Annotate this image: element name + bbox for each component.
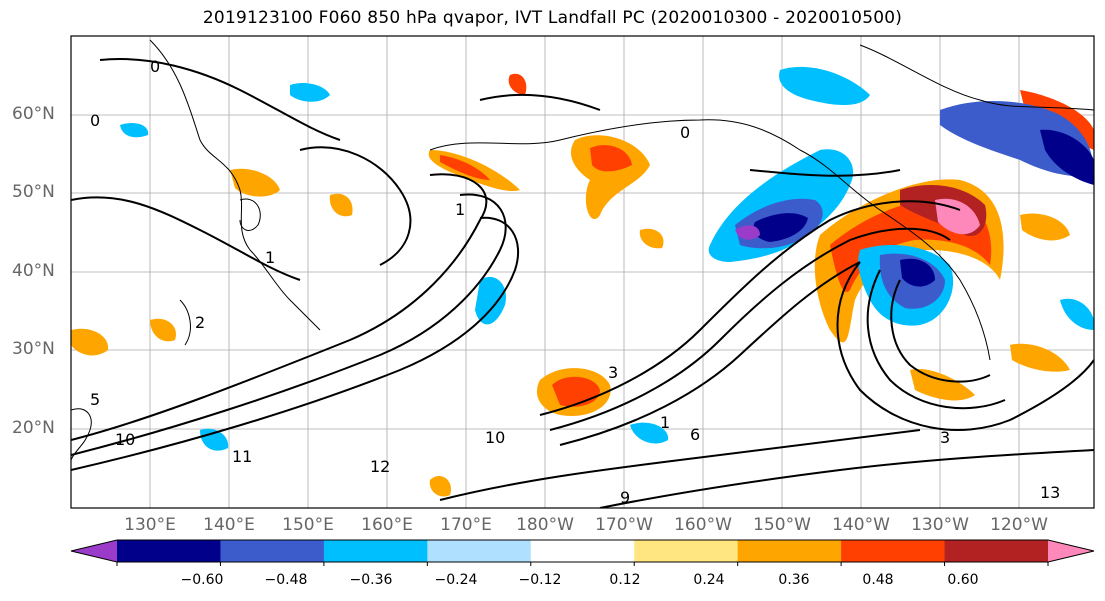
colorbar-tick-label: 0.48 [862, 572, 894, 588]
contour-label: 1 [455, 200, 465, 219]
lon-label: 180°W [516, 515, 574, 535]
contour-label: 0 [90, 111, 100, 130]
contour-label: 3 [940, 428, 950, 447]
colorbar-segment [530, 540, 635, 562]
colorbar-tick-label: −0.36 [349, 572, 393, 588]
contour-label: 12 [370, 457, 390, 476]
colorbar-segment [737, 540, 842, 562]
colorbar-tick-label: −0.60 [180, 572, 224, 588]
gridlines [71, 36, 1094, 508]
coastlines [71, 39, 1094, 461]
contour-label: 5 [90, 390, 100, 409]
colorbar-extend-low [71, 540, 117, 562]
plot-title: 2019123100 F060 850 hPa qvapor, IVT Land… [202, 8, 903, 28]
lon-label: 160°E [361, 515, 413, 535]
colorbar-tick-label: 0.36 [778, 572, 810, 588]
lat-label: 20°N [12, 418, 55, 438]
ivt-contours [71, 58, 1094, 508]
contour-label: 13 [1040, 483, 1060, 502]
shading-positive [71, 73, 1094, 497]
contour-label: 1 [660, 413, 670, 432]
lon-label: 140°W [832, 515, 890, 535]
contour-label: 3 [608, 363, 618, 382]
lon-label: 170°E [440, 515, 492, 535]
colorbar-segment [841, 540, 946, 562]
lon-label: 170°W [595, 515, 653, 535]
contour-label: 11 [232, 447, 252, 466]
colorbar-segment [220, 540, 325, 562]
colorbar-segment [634, 540, 739, 562]
colorbar-tick-label: −0.12 [518, 572, 562, 588]
lon-label: 150°W [753, 515, 811, 535]
shading-negative [120, 66, 1094, 451]
colorbar-tick-label: −0.48 [264, 572, 308, 588]
lon-label: 130°W [911, 515, 969, 535]
lon-label: 150°E [282, 515, 334, 535]
lon-label: 160°W [674, 515, 732, 535]
lon-label: 130°E [124, 515, 176, 535]
lon-label: 120°W [990, 515, 1048, 535]
contour-label: 0 [150, 57, 160, 76]
colorbar-tick-label: 0.12 [609, 572, 641, 588]
colorbar-extend-high [1048, 540, 1094, 562]
colorbar-segment [323, 540, 428, 562]
contour-label: 6 [690, 425, 700, 444]
colorbar-segment [427, 540, 532, 562]
contour-labels: 0 0 0 1 1 1 2 3 3 5 6 9 10 10 11 12 13 [90, 57, 1060, 507]
plot-frame [70, 35, 1095, 509]
contour-label: 9 [620, 488, 630, 507]
lat-label: 60°N [12, 104, 55, 124]
contour-label: 2 [195, 313, 205, 332]
colorbar-tick-label: −0.24 [434, 572, 478, 588]
contour-label: 10 [485, 428, 505, 447]
colorbar [70, 539, 1095, 566]
contour-label: 1 [265, 248, 275, 267]
colorbar-tick-label: 0.60 [947, 572, 979, 588]
colorbar-segment [944, 540, 1049, 562]
lat-label: 50°N [12, 182, 55, 202]
map-plot-area: 0 0 0 1 1 1 2 3 3 5 6 9 10 10 11 12 13 [71, 36, 1094, 508]
colorbar-segment [117, 540, 221, 562]
lon-label: 140°E [203, 515, 255, 535]
lat-label: 30°N [12, 339, 55, 359]
contour-label: 0 [680, 123, 690, 142]
lat-label: 40°N [12, 261, 55, 281]
contour-label: 10 [115, 430, 135, 449]
colorbar-tick-label: 0.24 [693, 572, 725, 588]
